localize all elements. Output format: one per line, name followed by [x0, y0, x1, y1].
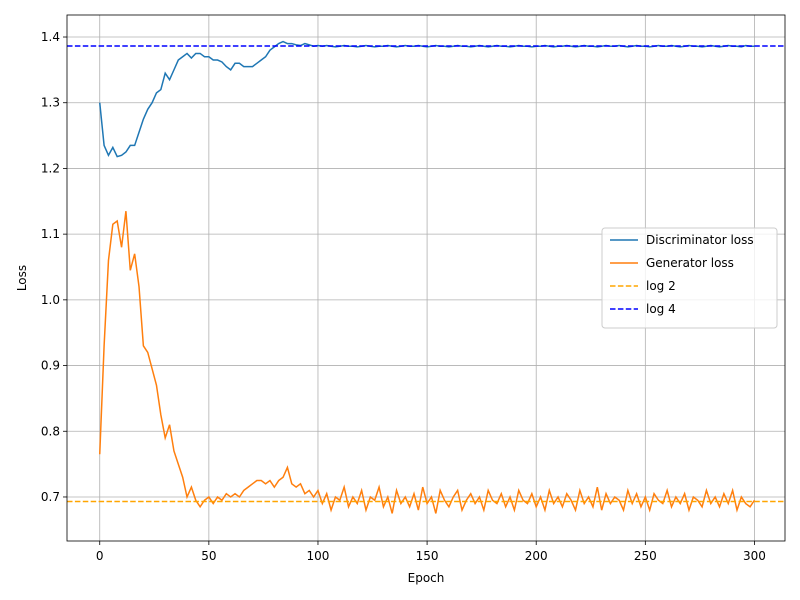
x-tick-label: 100	[307, 549, 330, 563]
legend: Discriminator loss Generator loss log 2 log…	[601, 227, 778, 329]
legend-label: log 2	[646, 279, 676, 293]
legend-label: Generator loss	[646, 256, 734, 270]
x-tick-label: 300	[743, 549, 766, 563]
legend-label: Discriminator loss	[646, 233, 754, 247]
y-tick-label: 0.8	[41, 424, 60, 438]
x-tick-label: 0	[96, 549, 104, 563]
y-tick-label: 0.7	[41, 490, 60, 504]
axes-frame	[66, 14, 786, 542]
y-axis-label: Loss	[15, 265, 29, 291]
y-tick-label: 1.2	[41, 161, 60, 175]
y-tick-label: 1.1	[41, 227, 60, 241]
y-tick-label: 1.4	[41, 30, 60, 44]
x-tick-label: 150	[416, 549, 439, 563]
y-tick-label: 1.0	[41, 293, 60, 307]
legend-box	[601, 227, 778, 329]
y-tick-label: 1.3	[41, 96, 60, 110]
y-tick-label: 0.9	[41, 359, 60, 373]
legend-label: log 4	[646, 302, 676, 316]
data-line	[98, 211, 756, 514]
x-tick-label: 200	[525, 549, 548, 563]
x-axis-label: Epoch	[408, 571, 445, 585]
x-tick-label: 250	[634, 549, 657, 563]
x-tick-label: 50	[201, 549, 216, 563]
